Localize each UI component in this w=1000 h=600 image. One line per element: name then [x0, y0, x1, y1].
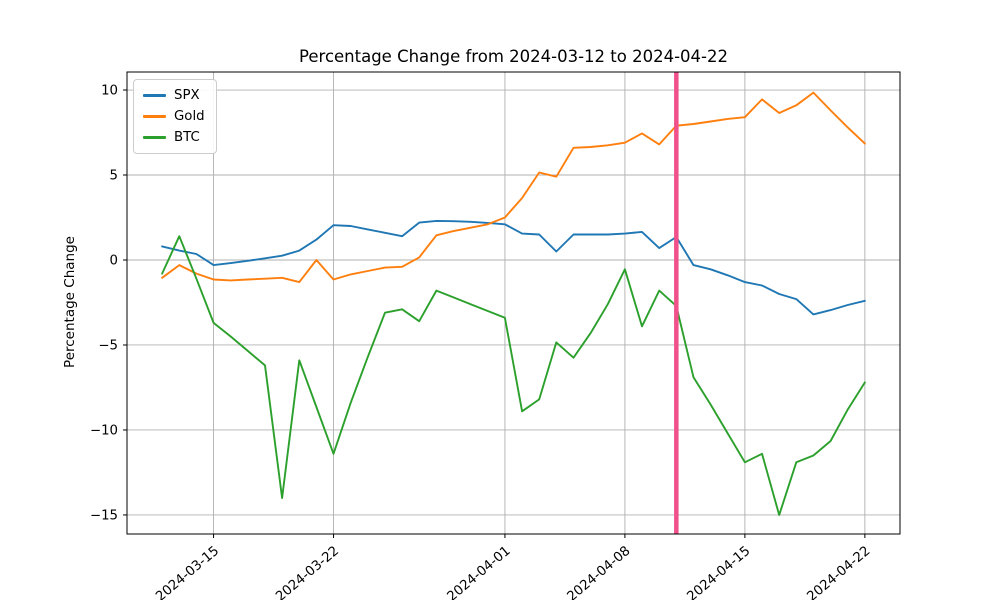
y-tick-label: 0	[110, 254, 118, 269]
legend-item-btc: BTC	[143, 129, 205, 146]
y-tick-label: −15	[90, 509, 118, 524]
x-tick-label: 2024-03-15	[153, 544, 222, 600]
y-tick-label: 5	[110, 169, 118, 184]
series-line-btc	[161, 235, 866, 516]
x-tick-label: 2024-04-15	[685, 544, 754, 600]
legend-label-btc: BTC	[174, 129, 200, 145]
y-tick-label: 10	[101, 84, 118, 99]
chart-title: Percentage Change from 2024-03-12 to 202…	[299, 47, 728, 66]
x-tick-label: 2024-03-22	[273, 544, 342, 600]
legend-item-gold: Gold	[143, 108, 205, 125]
legend: SPX Gold BTC	[133, 79, 217, 154]
series-line-spx	[161, 219, 866, 316]
y-tick-label: −10	[90, 424, 118, 439]
legend-label-spx: SPX	[174, 87, 200, 103]
legend-label-gold: Gold	[174, 108, 205, 124]
legend-line-swatch-spx	[143, 94, 166, 97]
legend-item-spx: SPX	[143, 87, 205, 104]
x-tick-label: 2024-04-01	[445, 544, 514, 600]
plot-background	[127, 72, 900, 534]
x-tick-label: 2024-04-22	[805, 544, 874, 600]
axes-frame	[126, 71, 901, 535]
series-line-gold	[161, 91, 866, 284]
y-axis-label: Percentage Change	[62, 236, 78, 368]
y-tick-label: −5	[98, 339, 118, 354]
legend-line-swatch-btc	[143, 136, 166, 139]
x-tick-label: 2024-04-08	[565, 544, 634, 600]
legend-line-swatch-gold	[143, 115, 166, 118]
